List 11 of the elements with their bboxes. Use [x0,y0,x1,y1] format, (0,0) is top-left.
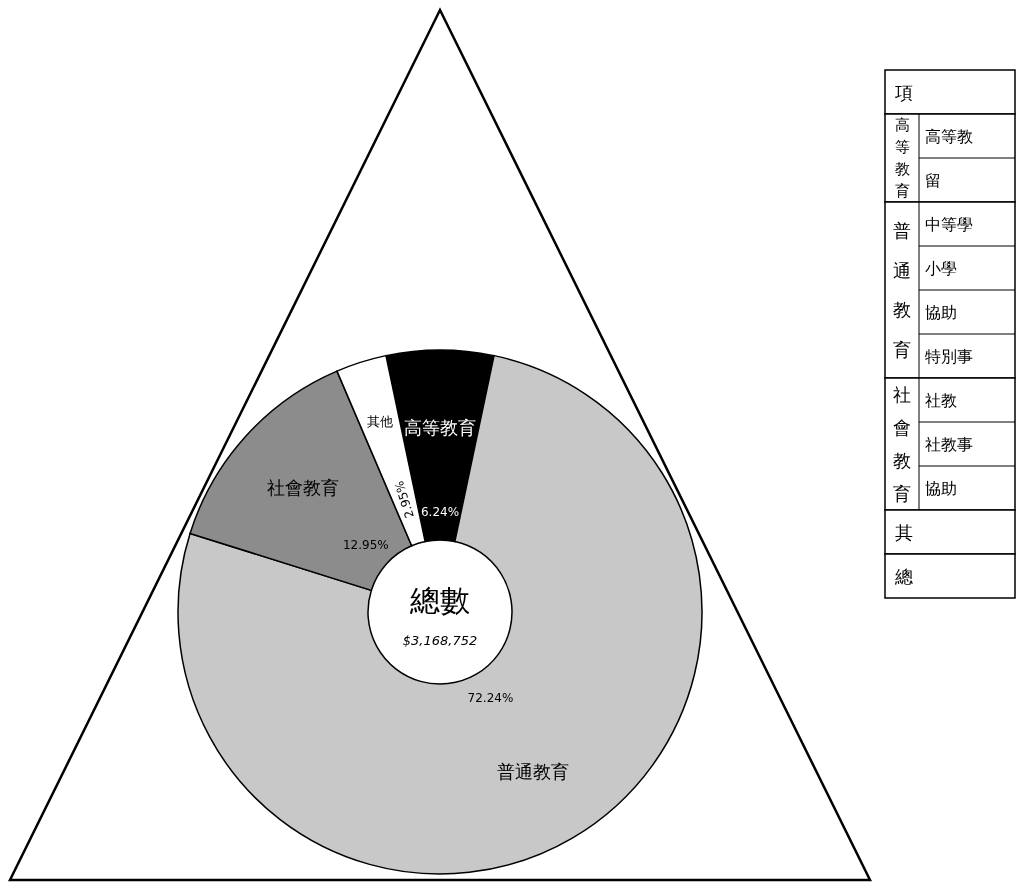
slice-label: 普通教育 [497,761,570,783]
data-label: 2.95% [392,479,417,520]
data-label: 72.24% [467,691,514,706]
text: $3,168,752 [402,632,478,648]
text: 總數 [409,582,470,618]
data-label: 12.95% [342,537,389,552]
slice-label: 其他 [366,413,393,429]
slice-label: 社會教育 [266,477,339,499]
table: 項 高等教育 高等教 留 普通教育 中等學 小學 協助 特別事 社會教育 社教 社教事 協助 其 總 [884,69,1016,599]
slice-label: 高等教育 [404,416,476,438]
data-label: 6.24% [420,505,460,519]
